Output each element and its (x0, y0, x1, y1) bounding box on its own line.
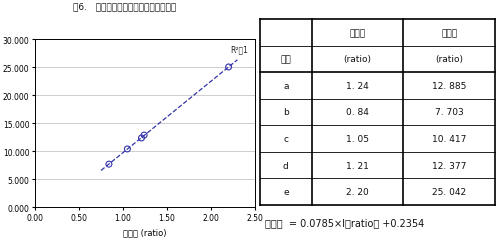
Text: d: d (283, 161, 288, 170)
Point (140, 134, 148, 138)
Text: 7. 703: 7. 703 (435, 108, 464, 117)
Point (224, 66, 232, 70)
Text: 1. 05: 1. 05 (346, 134, 369, 143)
Text: R²＝1: R²＝1 (230, 45, 248, 54)
Point (138, 136, 145, 140)
Text: 試料: 試料 (280, 55, 291, 64)
Text: 0. 84: 0. 84 (346, 108, 369, 117)
Text: 25. 042: 25. 042 (432, 187, 466, 196)
Text: a: a (283, 82, 288, 90)
Text: 10. 417: 10. 417 (432, 134, 466, 143)
Text: (ratio): (ratio) (344, 55, 371, 64)
X-axis label: 塩基度 (ratio): 塩基度 (ratio) (123, 228, 167, 236)
Text: 嘷6.   塩基度と強度比の相関（粉末状）: 嘷6. 塩基度と強度比の相関（粉末状） (74, 2, 176, 12)
Text: e: e (283, 187, 288, 196)
Point (124, 147, 132, 151)
Text: 塩基度  = 0.0785×I（ratio） +0.2354: 塩基度 = 0.0785×I（ratio） +0.2354 (265, 218, 424, 228)
Text: 12. 885: 12. 885 (432, 82, 466, 90)
Text: 2. 20: 2. 20 (346, 187, 369, 196)
Text: 1. 21: 1. 21 (346, 161, 369, 170)
Text: b: b (283, 108, 288, 117)
Point (105, 162, 113, 166)
Text: 1. 24: 1. 24 (346, 82, 369, 90)
Text: 強度比: 強度比 (441, 29, 457, 38)
Text: 12. 377: 12. 377 (432, 161, 466, 170)
Text: (ratio): (ratio) (435, 55, 463, 64)
Text: c: c (284, 134, 288, 143)
Text: 塩基度: 塩基度 (350, 29, 366, 38)
